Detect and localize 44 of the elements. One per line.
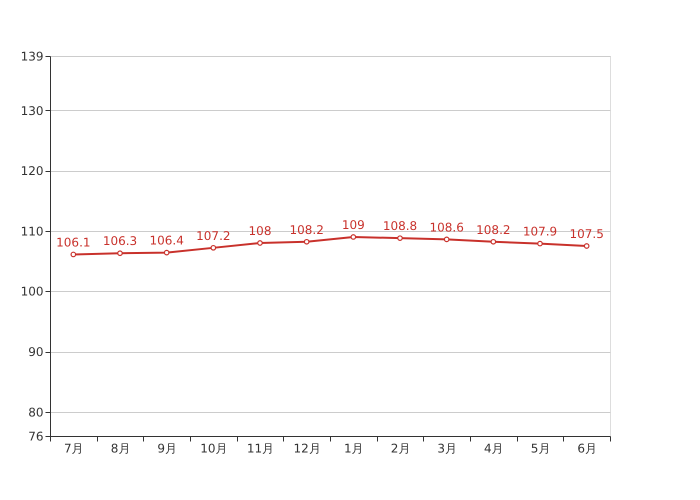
data-label: 108.2 [289,222,324,237]
x-tick-label: 9月 [157,442,177,456]
x-tick-label: 10月 [200,442,228,456]
data-label: 108.2 [476,222,511,237]
y-tick-label: 110 [20,224,44,238]
data-label: 109 [342,218,365,232]
x-tick-label: 2月 [390,442,410,456]
data-label: 107.5 [569,227,604,241]
point [537,240,543,246]
x-tick-label: 7月 [64,442,84,456]
y-tick-label: 76 [28,430,44,444]
data-label: 106.3 [102,234,138,248]
data-label: 108.6 [429,220,464,234]
point [350,234,356,240]
x-tick-label: 5月 [530,442,550,456]
x-tick-label: 12月 [294,442,321,456]
data-label: 108.8 [382,219,418,234]
point [444,236,450,242]
point [210,244,216,251]
point [304,238,310,245]
x-tick-label: 3月 [437,442,457,456]
point [584,243,590,249]
y-tick-label: 139 [20,50,44,64]
point [397,235,403,241]
y-tick-label: 100 [20,284,44,299]
y-tick-label: 90 [28,345,44,360]
x-tick-label: 8月 [110,442,130,456]
point [117,250,123,256]
point [164,250,170,256]
x-tick-label: 11月 [246,442,274,456]
y-tick-label: 120 [20,164,44,178]
data-label: 108 [248,224,272,238]
point [70,252,76,258]
y-tick-label: 80 [28,405,44,420]
y-tick-label: 130 [20,104,44,118]
x-tick-label: 6月 [577,442,597,456]
x-tick-label: 4月 [484,442,504,456]
data-label: 107.9 [522,224,558,239]
data-label: 107.2 [196,228,231,243]
point [490,238,496,245]
data-label: 106.1 [56,235,91,250]
x-tick-label: 1月 [344,442,364,456]
point [257,240,263,246]
data-label: 106.4 [149,234,184,248]
